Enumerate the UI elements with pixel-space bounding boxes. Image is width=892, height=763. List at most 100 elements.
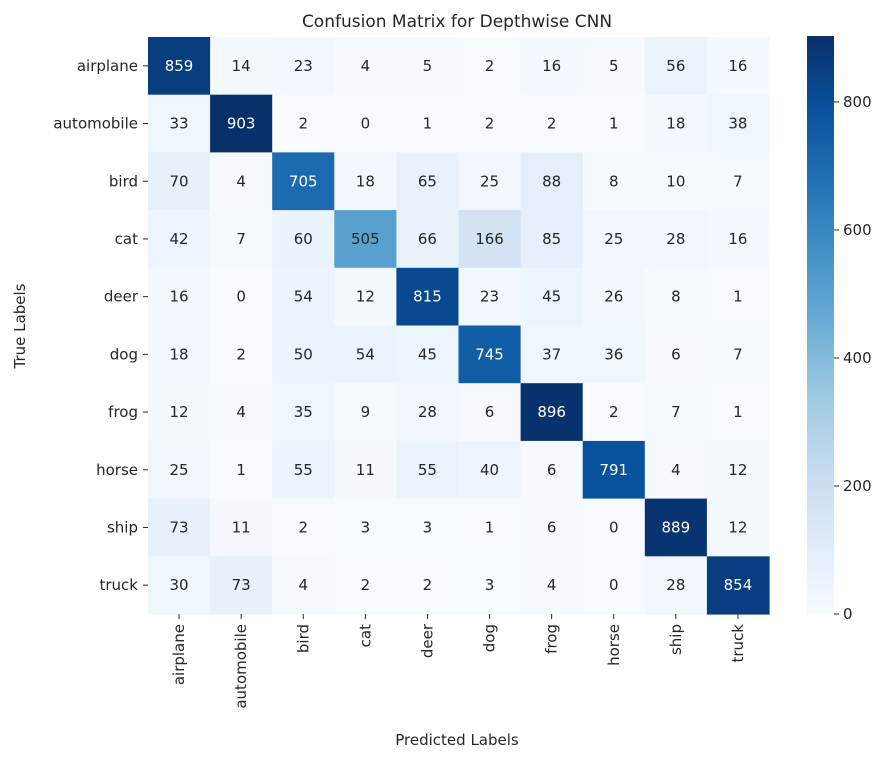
- cell-value-label: 0: [609, 576, 619, 594]
- cell-value-label: 903: [227, 115, 256, 133]
- heatmap-cell: [210, 37, 273, 96]
- cell-value-label: 45: [542, 288, 561, 306]
- cell-value-label: 2: [485, 57, 495, 75]
- heatmap-cell: [644, 94, 708, 153]
- y-axis: airplane automobile bird cat deer dog frog hors…: [53, 57, 148, 594]
- cell-value-label: 23: [480, 288, 499, 306]
- heatmap-cell: [148, 498, 211, 557]
- cell-value-label: 166: [475, 230, 504, 248]
- cell-value-label: 2: [298, 115, 308, 133]
- cell-value-label: 815: [413, 288, 442, 306]
- x-tick-label: automobile: [232, 624, 250, 709]
- heatmap-cell: [334, 152, 397, 211]
- cell-value-label: 854: [724, 576, 753, 594]
- cell-value-label: 65: [418, 172, 437, 190]
- heatmap-cell: [706, 440, 770, 500]
- cell-value-label: 5: [423, 57, 433, 75]
- heatmap-cell: [520, 498, 584, 557]
- cell-value-label: 25: [604, 230, 623, 248]
- heatmap-cell: [210, 556, 273, 615]
- heatmap-cell: [644, 152, 708, 211]
- cell-value-label: 2: [361, 576, 371, 594]
- heatmap-cell: [272, 383, 335, 442]
- heatmap-cell: [396, 325, 460, 384]
- cell-value-label: 18: [170, 345, 189, 363]
- heatmap-cell: [644, 210, 708, 269]
- heatmap-cell: [706, 94, 770, 153]
- cell-value-label: 12: [728, 461, 747, 479]
- cell-value-label: 70: [170, 172, 189, 190]
- cell-value-label: 0: [361, 115, 371, 133]
- cell-value-label: 16: [728, 57, 747, 75]
- cell-value-label: 11: [356, 461, 375, 479]
- heatmap-cell: [272, 440, 335, 500]
- cell-value-label: 505: [351, 230, 380, 248]
- heatmap-cell: [520, 267, 584, 327]
- x-tick-label: airplane: [170, 624, 188, 685]
- colorbar-tick-label: 400: [843, 349, 872, 367]
- cell-value-label: 859: [165, 57, 194, 75]
- heatmap-cell: [458, 152, 522, 211]
- cell-value-label: 45: [418, 345, 437, 363]
- cell-value-label: 73: [232, 576, 251, 594]
- heatmap-cell: [644, 267, 708, 327]
- heatmap-cell: [520, 383, 584, 442]
- cell-value-label: 55: [294, 461, 313, 479]
- y-tick-label: ship: [107, 518, 138, 536]
- heatmap-cell: [706, 325, 770, 384]
- cell-value-label: 16: [542, 57, 561, 75]
- cell-value-label: 7: [236, 230, 246, 248]
- cell-value-label: 4: [298, 576, 308, 594]
- cell-value-label: 66: [418, 230, 437, 248]
- heatmap-cell: [458, 383, 522, 442]
- heatmap-cell: [458, 267, 522, 327]
- cell-value-label: 26: [604, 288, 623, 306]
- heatmap-cell: [644, 37, 708, 96]
- heatmap-cell: [706, 383, 770, 442]
- cell-value-label: 2: [298, 518, 308, 536]
- cell-value-label: 54: [294, 288, 313, 306]
- heatmap-cell: [148, 267, 211, 327]
- x-tick-label: ship: [667, 624, 685, 655]
- colorbar: [807, 36, 834, 614]
- heatmap-cell: [396, 383, 460, 442]
- heatmap-cell: [644, 383, 708, 442]
- heatmap-cell: [396, 152, 460, 211]
- heatmap-cell: [396, 556, 460, 615]
- heatmap-cell: [458, 94, 522, 153]
- heatmap-cell: [582, 325, 646, 384]
- cell-value-label: 6: [547, 461, 557, 479]
- heatmap-cell: [644, 556, 708, 615]
- y-tick-label: horse: [96, 461, 138, 479]
- heatmap-cell: [334, 94, 397, 153]
- cell-value-label: 1: [236, 461, 246, 479]
- cell-value-label: 18: [666, 115, 685, 133]
- heatmap-cell: [520, 94, 584, 153]
- heatmap-cell: [148, 152, 211, 211]
- heatmap-cell: [706, 267, 770, 327]
- heatmap-cell: [272, 152, 335, 211]
- cell-value-label: 4: [361, 57, 371, 75]
- y-tick-label: frog: [108, 403, 138, 421]
- x-tick-label: deer: [418, 623, 436, 658]
- cell-value-label: 33: [170, 115, 189, 133]
- cell-value-label: 12: [170, 403, 189, 421]
- heatmap-cell: [458, 325, 522, 384]
- cell-value-label: 56: [666, 57, 685, 75]
- cell-value-label: 1: [609, 115, 619, 133]
- heatmap-cell: [210, 440, 273, 500]
- heatmap-cell: [706, 498, 770, 557]
- heatmap-cell: [706, 37, 770, 96]
- x-tick-label: cat: [356, 624, 374, 647]
- cell-value-label: 73: [170, 518, 189, 536]
- heatmap-cell: [458, 440, 522, 500]
- x-axis-title: Predicted Labels: [395, 731, 519, 749]
- cell-value-label: 6: [547, 518, 557, 536]
- colorbar-tick-label: 0: [843, 605, 853, 623]
- heatmap-cell: [210, 498, 273, 557]
- heatmap-cell: [520, 325, 584, 384]
- cell-value-label: 16: [728, 230, 747, 248]
- cell-value-label: 18: [356, 172, 375, 190]
- colorbar-tick-label: 200: [843, 477, 872, 495]
- heatmap-cell: [396, 267, 460, 327]
